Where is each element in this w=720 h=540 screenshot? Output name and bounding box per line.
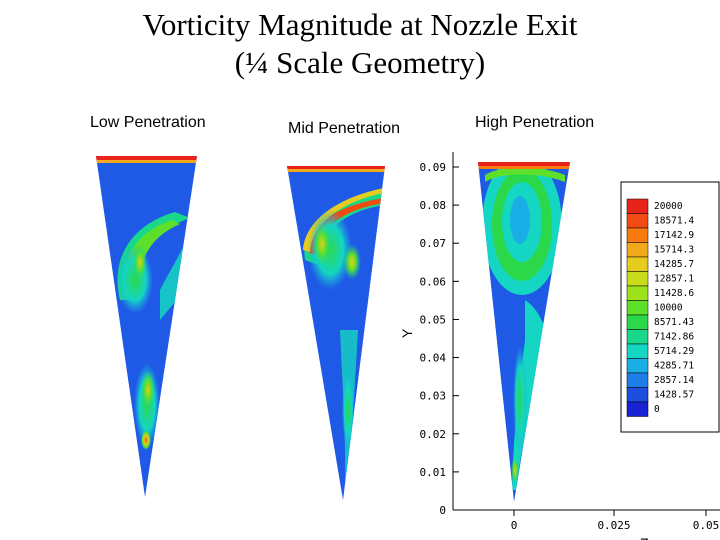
legend-level-label: 17142.9	[654, 230, 694, 241]
y-tick-label: 0.08	[420, 199, 447, 212]
y-tick-label: 0.01	[420, 466, 447, 479]
legend-level-label: 8571.43	[654, 317, 694, 328]
legend-swatch	[626, 314, 649, 330]
legend-swatch	[626, 256, 649, 272]
legend-level-label: 10000	[654, 303, 683, 314]
legend-level-label: 4285.71	[654, 361, 694, 372]
legend-swatch	[626, 387, 649, 403]
legend-level-label: 20000	[654, 201, 683, 212]
panel-label-low: Low Penetration	[90, 114, 206, 131]
y-tick-label: 0.04	[420, 352, 447, 365]
legend-level-label: 18571.4	[654, 216, 694, 227]
y-tick-label: 0.07	[420, 237, 447, 250]
legend-level-label: 7142.86	[654, 332, 694, 343]
legend-swatch	[626, 300, 649, 316]
x-axis: 0 0.025 0.05 Z	[453, 509, 720, 540]
y-tick-label: 0	[439, 504, 446, 517]
panel-label-high: High Penetration	[475, 114, 595, 131]
legend-level-label: 1428.57	[654, 390, 694, 401]
y-tick-label: 0.02	[420, 428, 447, 441]
y-ticks: 0.09 0.08 0.07 0.06 0.05 0.04 0.03 0.02 0.01 0	[420, 161, 459, 517]
contour-low-penetration	[96, 156, 197, 497]
color-legend: 20000 18571.4 17142.9 15714.3 14285.7 12857.1…	[620, 181, 720, 433]
y-tick-label: 0.03	[420, 390, 447, 403]
x-ticks: 0 0.025 0.05	[511, 510, 720, 532]
legend-level-label: 15714.3	[654, 245, 694, 256]
title-line-1: Vorticity Magnitude at Nozzle Exit	[142, 7, 578, 42]
y-tick-label: 0.05	[420, 313, 447, 326]
y-axis-label: Y	[399, 328, 415, 338]
x-tick-label: 0	[511, 519, 518, 532]
y-axis: 0.09 0.08 0.07 0.06 0.05 0.04 0.03 0.02 0.01 0 Y	[399, 152, 459, 517]
legend-swatch	[626, 372, 649, 388]
legend-level-label: 11428.6	[654, 288, 694, 299]
legend-level-label: 0	[654, 404, 660, 415]
legend-level-label: 5714.29	[654, 346, 694, 357]
legend-swatch	[626, 271, 649, 287]
legend-swatch	[626, 242, 649, 258]
x-axis-label: Z	[640, 535, 649, 540]
legend-swatch	[626, 285, 649, 301]
contour-mid-penetration	[287, 166, 385, 500]
legend-swatch	[626, 401, 649, 417]
y-tick-label: 0.09	[420, 161, 447, 174]
panel-label-mid: Mid Penetration	[288, 120, 401, 137]
legend-level-label: 12857.1	[654, 274, 694, 285]
legend-swatch	[626, 227, 649, 243]
title-line-2: (¼ Scale Geometry)	[234, 45, 486, 80]
legend-level-label: 14285.7	[654, 259, 694, 270]
legend-swatch	[626, 198, 649, 214]
legend-swatch	[626, 358, 649, 374]
x-tick-label: 0.025	[597, 519, 630, 532]
legend-swatch	[626, 213, 649, 229]
x-tick-label: 0.05	[693, 519, 720, 532]
y-tick-label: 0.06	[420, 275, 447, 288]
legend-swatch	[626, 343, 649, 359]
legend-swatch	[626, 329, 649, 345]
slide-title: Vorticity Magnitude at Nozzle Exit (¼ Sc…	[0, 6, 720, 82]
legend-level-label: 2857.14	[654, 375, 694, 386]
legend-items: 20000 18571.4 17142.9 15714.3 14285.7 12857.1…	[626, 198, 694, 417]
contour-high-penetration	[478, 162, 570, 502]
